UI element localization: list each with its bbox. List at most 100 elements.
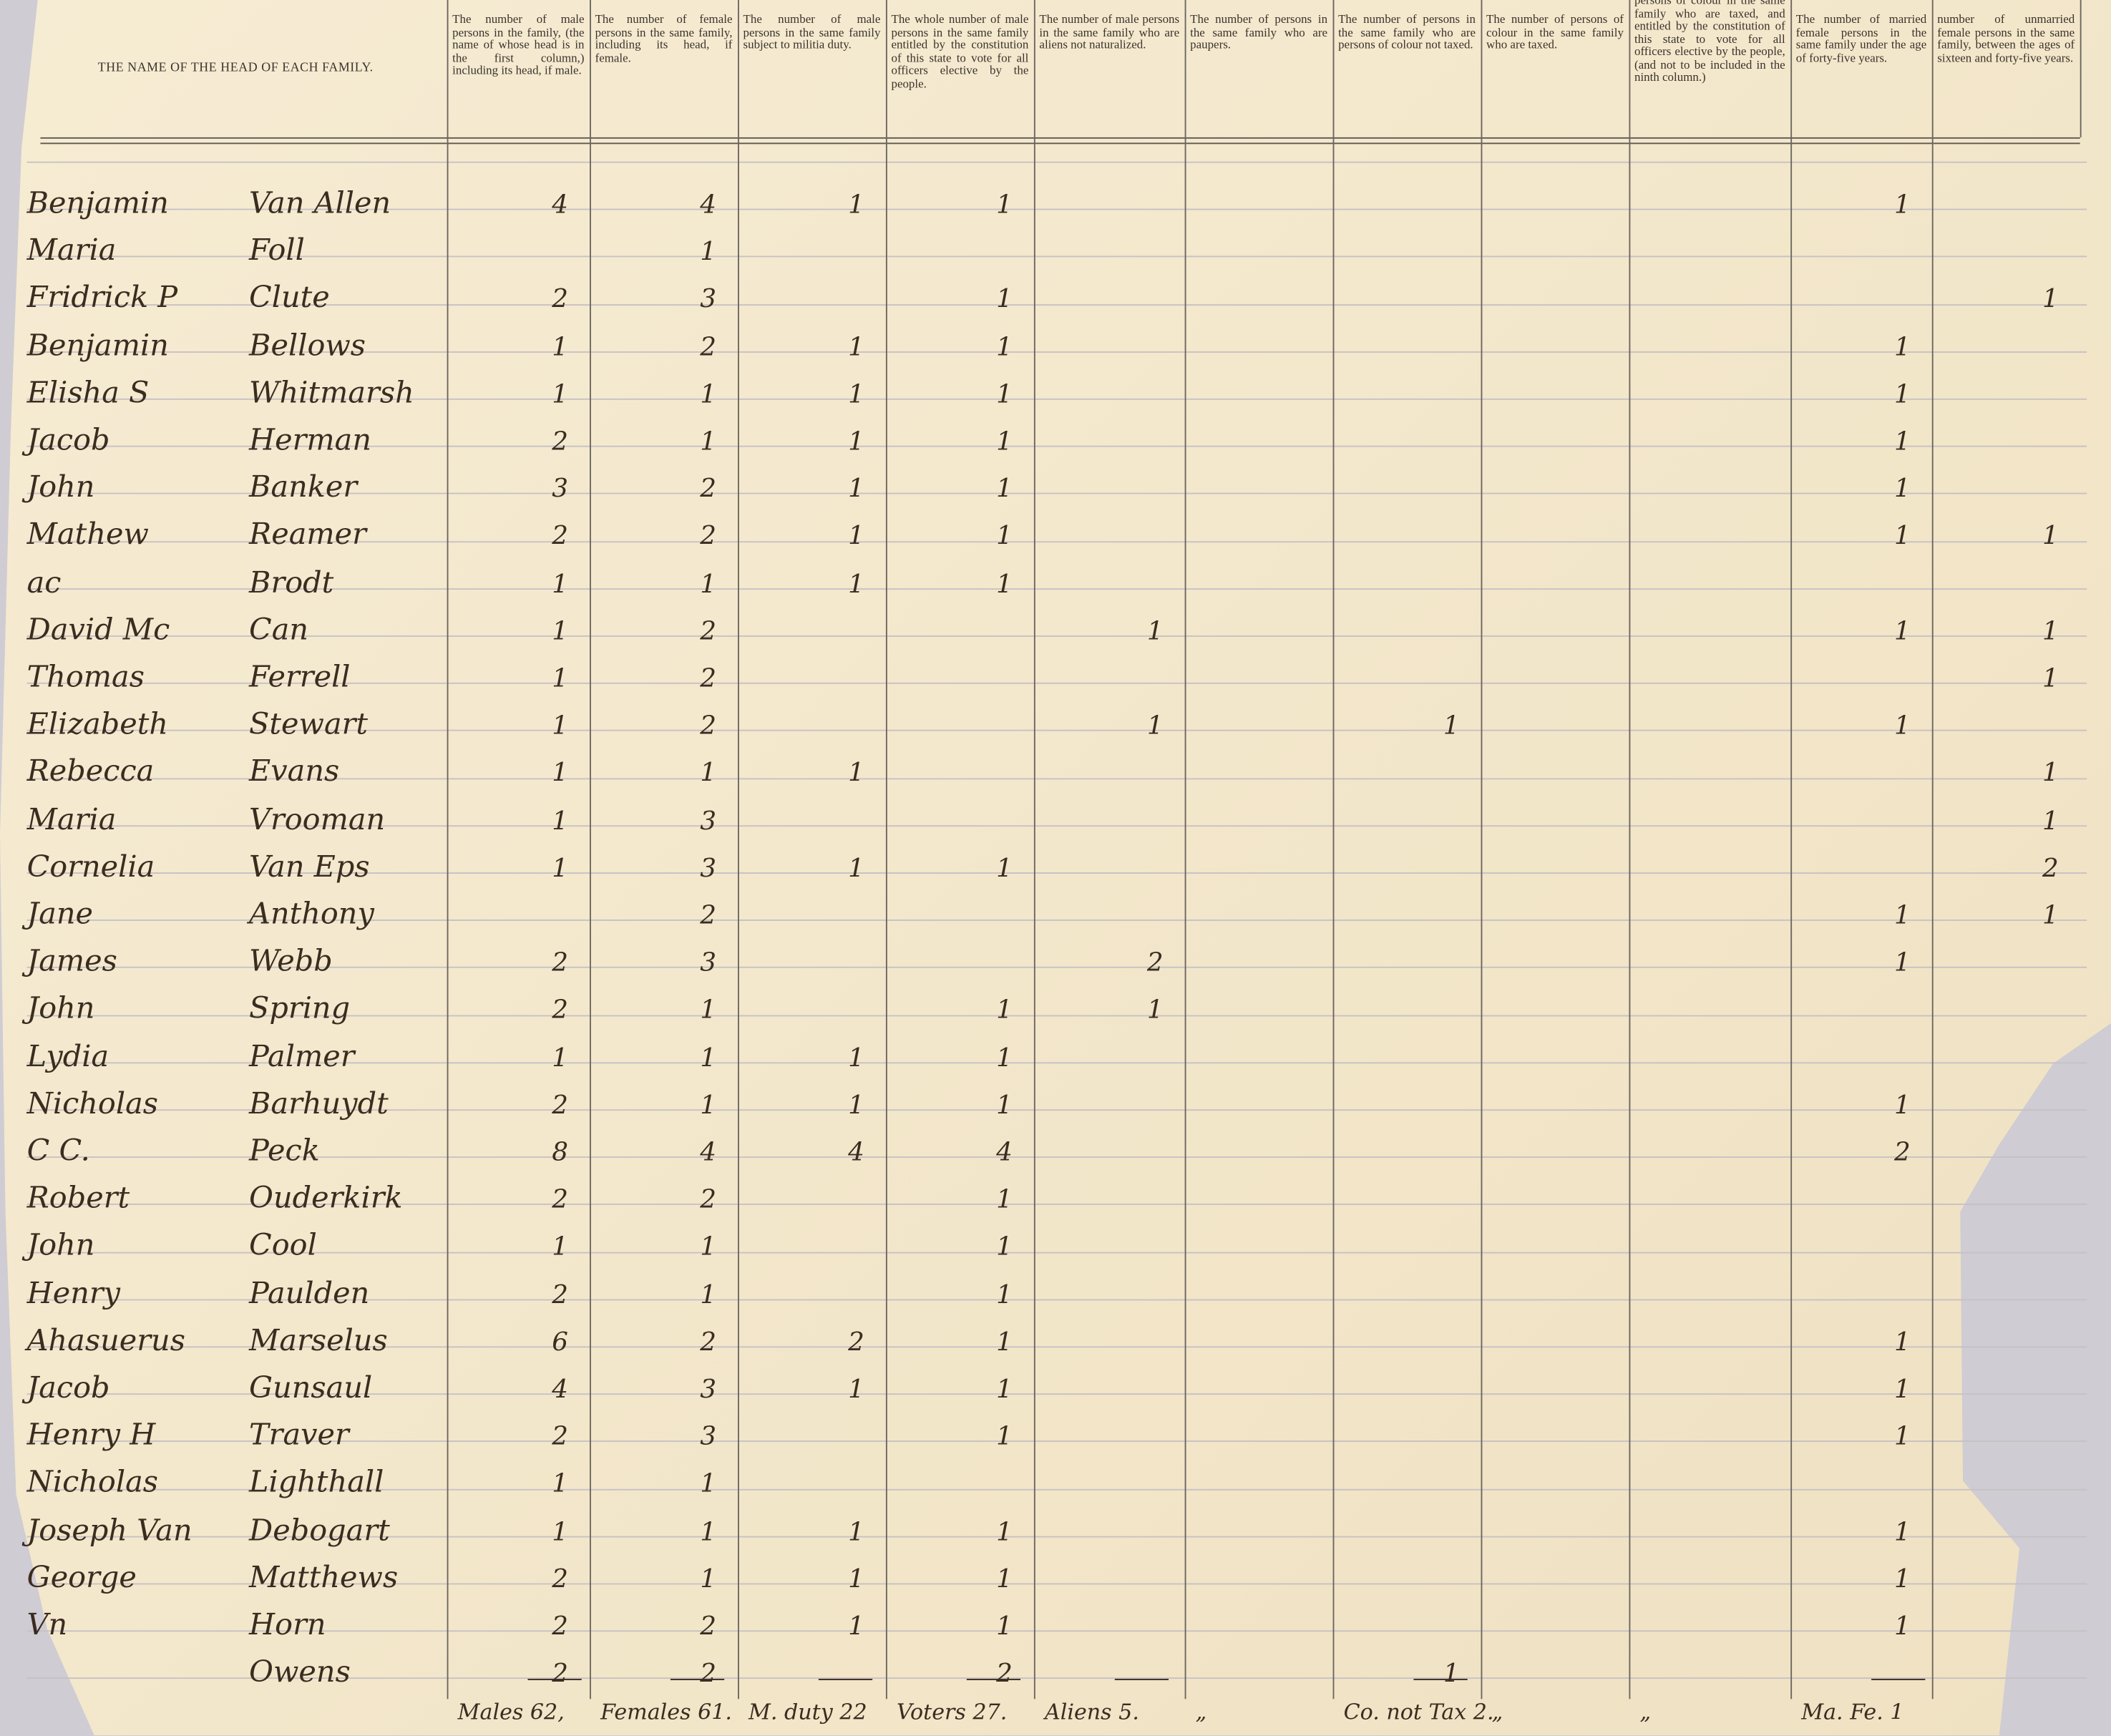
cell-value: 1 <box>552 853 569 883</box>
total-value: Males 62, <box>457 1699 565 1725</box>
cell-value: 1 <box>552 711 569 741</box>
cell-value: 1 <box>700 1564 716 1594</box>
head-last-name: Traver <box>249 1419 349 1453</box>
cell-value: 1 <box>848 758 864 789</box>
cell-value: 1 <box>2042 663 2059 693</box>
ruled-line <box>26 967 2087 969</box>
column-header: THE NAME OF THE HEAD OF EACH FAMILY. <box>97 62 374 76</box>
cell-value: 1 <box>700 995 716 1025</box>
head-first-name: Jacob <box>26 1372 110 1406</box>
cell-value: 1 <box>700 1516 716 1546</box>
cell-value: 1 <box>996 379 1013 409</box>
cell-value: 1 <box>1894 900 1911 931</box>
ruled-line <box>26 730 2087 732</box>
total-stroke <box>1114 1679 1169 1680</box>
cell-value: 2 <box>848 1327 864 1357</box>
cell-value: 1 <box>552 806 569 836</box>
ruled-line <box>26 1299 2087 1301</box>
cell-value: 1 <box>996 1184 1013 1215</box>
cell-value: 1 <box>996 1374 1013 1405</box>
cell-value: 1 <box>700 426 716 457</box>
cell-value: 1 <box>996 1043 1013 1073</box>
cell-value: 3 <box>700 853 716 883</box>
column-line <box>1481 0 1483 1700</box>
head-first-name: David Mc <box>26 613 170 648</box>
cell-value: 2 <box>552 1184 569 1215</box>
cell-value: 2 <box>552 1564 569 1594</box>
head-first-name: Benjamin <box>26 187 169 221</box>
total-value: M. duty 22 <box>749 1699 867 1725</box>
head-last-name: Barhuydt <box>249 1087 389 1121</box>
ruled-line <box>26 777 2087 779</box>
column-header: The number of male persons in the same f… <box>1039 11 1180 52</box>
cell-value: 3 <box>700 1422 716 1452</box>
cell-value: 1 <box>2042 758 2059 789</box>
cell-value: 1 <box>700 1232 716 1262</box>
cell-value: 1 <box>1146 711 1164 741</box>
cell-value: 1 <box>848 379 864 409</box>
cell-value: 4 <box>996 1137 1013 1168</box>
head-last-name: Clute <box>249 281 330 316</box>
head-first-name: Vn <box>26 1609 68 1643</box>
column-header: The number of persons in the same family… <box>1190 11 1328 52</box>
total-value: Co. not Tax 2. <box>1343 1699 1494 1725</box>
total-value: Females 61. <box>600 1699 732 1725</box>
head-first-name: John <box>26 993 95 1027</box>
ruled-line <box>26 587 2087 590</box>
head-first-name: Joseph Van <box>26 1513 192 1548</box>
head-last-name: Anthony <box>249 897 374 932</box>
head-last-name: Matthews <box>249 1561 399 1596</box>
cell-value: 1 <box>552 1043 569 1073</box>
cell-value: 1 <box>700 1090 716 1120</box>
cell-value: 2 <box>700 616 716 646</box>
cell-value: 1 <box>848 853 864 883</box>
cell-value: 1 <box>1894 1090 1911 1120</box>
head-first-name: Cornelia <box>26 850 155 884</box>
ruled-line <box>26 683 2087 685</box>
column-header: The number of married female persons in … <box>1795 11 1927 64</box>
cell-value: 1 <box>996 853 1013 883</box>
ruled-line <box>26 1346 2087 1348</box>
cell-value: 1 <box>1894 331 1911 362</box>
column-header: number of unmarried female persons in th… <box>1937 11 2075 64</box>
ruled-line <box>26 161 2087 163</box>
ruled-line <box>26 493 2087 495</box>
head-first-name: Jacob <box>26 424 110 458</box>
ruled-line <box>26 1156 2087 1159</box>
head-first-name: Fridrick P <box>26 281 178 316</box>
cell-value: 1 <box>848 190 864 220</box>
cell-value: 2 <box>700 521 716 552</box>
cell-value: 2 <box>996 1659 1013 1689</box>
cell-value: 1 <box>848 1043 864 1073</box>
cell-value: 1 <box>996 995 1013 1025</box>
cell-value: 1 <box>700 1469 716 1499</box>
head-last-name: Evans <box>249 756 340 790</box>
cell-value: 1 <box>996 474 1013 504</box>
cell-value: 2 <box>552 1659 569 1689</box>
column-line <box>447 0 449 1700</box>
cell-value: 2 <box>552 995 569 1025</box>
cell-value: 4 <box>552 1374 569 1405</box>
cell-value: 1 <box>996 1564 1013 1594</box>
head-last-name: Van Eps <box>249 850 370 884</box>
head-last-name: Stewart <box>249 708 369 742</box>
cell-value: 1 <box>1894 379 1911 409</box>
total-stroke <box>670 1679 725 1680</box>
cell-value: 2 <box>552 426 569 457</box>
cell-value: 3 <box>700 947 716 978</box>
head-first-name: Mathew <box>26 519 149 553</box>
head-last-name: Banker <box>249 471 358 505</box>
head-first-name: John <box>26 471 95 505</box>
total-stroke <box>1413 1679 1468 1680</box>
cell-value: 1 <box>1146 995 1164 1025</box>
cell-value: 4 <box>552 190 569 220</box>
head-first-name: Nicholas <box>26 1087 159 1121</box>
head-first-name: Elizabeth <box>26 708 169 742</box>
cell-value: 1 <box>848 1374 864 1405</box>
ruled-line <box>26 1630 2087 1632</box>
cell-value: 1 <box>2042 900 2059 931</box>
total-value: „ <box>1639 1699 1652 1725</box>
ruled-line <box>26 303 2087 306</box>
